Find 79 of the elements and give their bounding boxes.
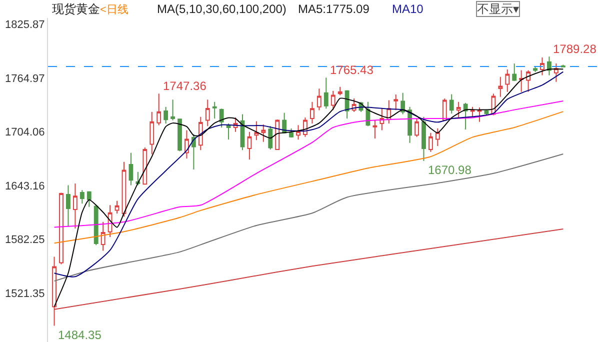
y-tick-label: 1582.25 — [5, 234, 45, 246]
candlestick — [394, 94, 398, 111]
candlestick — [519, 70, 524, 92]
candlestick — [212, 101, 217, 120]
candlestick — [547, 56, 552, 76]
candlestick — [80, 190, 84, 204]
candlestick — [414, 118, 419, 138]
candlestick — [372, 120, 378, 140]
candlestick — [324, 77, 328, 110]
candlestick — [540, 57, 544, 76]
text: MA10 — [392, 2, 424, 16]
candlestick — [505, 69, 510, 92]
candlestick — [170, 99, 175, 121]
annotation: 1765.43 — [330, 63, 374, 77]
annotation: 1484.35 — [58, 328, 102, 342]
candlestick — [498, 76, 503, 98]
candlestick — [72, 183, 78, 229]
candlestick — [442, 98, 447, 121]
candlestick — [184, 130, 189, 159]
y-tick-label: 1521.35 — [5, 288, 45, 300]
candlestick — [268, 126, 273, 150]
candlestick — [178, 118, 182, 152]
candlestick — [86, 190, 92, 208]
candlestick — [456, 101, 461, 118]
text: MA5:1775.09 — [298, 2, 370, 16]
candlestick — [114, 200, 120, 214]
candlestick — [330, 90, 336, 111]
line-series — [54, 100, 564, 228]
y-tick-label: 1825.87 — [5, 19, 45, 32]
candlestick — [150, 111, 154, 155]
candlestick — [219, 108, 224, 128]
annotation: 1670.98 — [428, 163, 472, 177]
candlestick — [164, 106, 168, 124]
candlestick — [296, 124, 300, 140]
candlestick — [247, 131, 252, 160]
chart-subtitle: <日线 — [100, 3, 128, 16]
line-series — [54, 153, 564, 282]
candlestick — [435, 128, 440, 147]
candlestick — [512, 63, 517, 82]
candlestick — [338, 86, 342, 96]
candlestick — [289, 128, 294, 138]
candlestick — [449, 94, 454, 114]
candlestick — [198, 116, 203, 151]
candlestick — [205, 99, 210, 127]
candlestick — [254, 120, 259, 141]
candlestick — [463, 102, 468, 130]
candlestick — [310, 101, 314, 124]
annotation: 1789.28 — [553, 42, 597, 56]
candlestick — [380, 108, 384, 131]
candlestick — [94, 204, 98, 246]
candlestick — [477, 107, 482, 122]
candlestick — [122, 161, 126, 218]
text: 不显示▾ — [477, 2, 519, 16]
line-series — [54, 111, 564, 244]
candlestick — [344, 90, 350, 120]
candlestick — [261, 124, 266, 142]
candlestick — [533, 66, 538, 72]
candlestick — [422, 116, 426, 162]
candlestick — [66, 184, 70, 228]
y-tick-label: 1764.97 — [5, 72, 45, 85]
candlestick — [400, 92, 406, 115]
candlestick — [100, 221, 106, 252]
candlestick — [275, 119, 280, 150]
candlestick — [59, 192, 64, 265]
candlestick — [52, 256, 56, 326]
candlestick — [142, 147, 148, 185]
candlestick — [526, 70, 530, 92]
candlestick — [191, 134, 196, 170]
y-tick-label: 1704.06 — [5, 126, 45, 139]
annotation: 1747.36 — [163, 79, 207, 93]
candlestick — [316, 88, 322, 111]
candlestick — [428, 132, 433, 152]
y-tick-label: 1643.16 — [5, 180, 45, 192]
candlestick — [226, 123, 231, 140]
text: MA(5,10,30,60,100,200) — [157, 2, 286, 16]
candlestick — [560, 64, 566, 68]
candlestick — [156, 93, 162, 126]
line-series — [54, 228, 564, 310]
candlestick — [128, 152, 134, 186]
